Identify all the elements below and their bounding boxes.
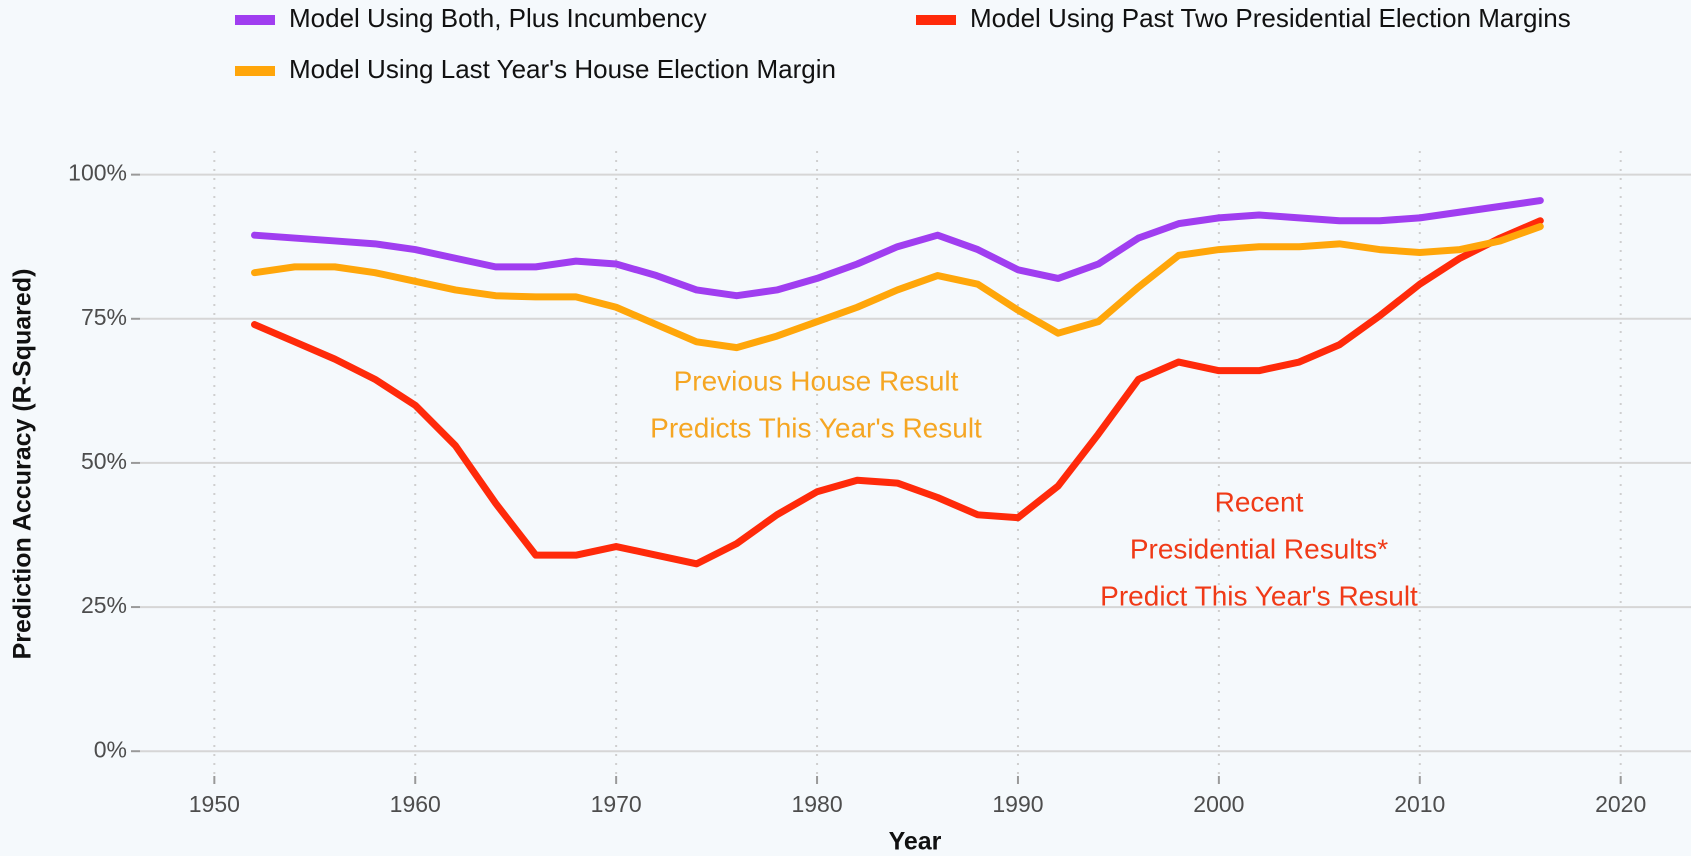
x-tick-label: 1990 bbox=[992, 791, 1043, 817]
annotation: Presidential Results* bbox=[1130, 533, 1388, 564]
x-tick-label: 1970 bbox=[591, 791, 642, 817]
legend-swatch bbox=[235, 15, 275, 25]
x-tick-label: 2010 bbox=[1394, 791, 1445, 817]
y-tick-label: 25% bbox=[81, 592, 127, 618]
legend-swatch bbox=[235, 66, 275, 76]
legend-label: Model Using Past Two Presidential Electi… bbox=[970, 3, 1571, 33]
y-axis-title: Prediction Accuracy (R-Squared) bbox=[9, 269, 37, 660]
legend-label: Model Using Last Year's House Election M… bbox=[289, 54, 836, 84]
y-tick-label: 0% bbox=[94, 736, 127, 762]
x-tick-label: 1960 bbox=[390, 791, 441, 817]
annotation: Predict This Year's Result bbox=[1100, 580, 1418, 611]
x-tick-label: 2000 bbox=[1193, 791, 1244, 817]
x-tick-label: 1980 bbox=[791, 791, 842, 817]
series-line bbox=[251, 197, 1544, 300]
y-tick-label: 75% bbox=[81, 304, 127, 330]
annotation: Previous House Result bbox=[674, 365, 959, 396]
legend-label: Model Using Both, Plus Incumbency bbox=[289, 3, 707, 33]
x-tick-label: 1950 bbox=[189, 791, 240, 817]
y-tick-label: 50% bbox=[81, 448, 127, 474]
series-line bbox=[251, 217, 1544, 568]
x-tick-label: 2020 bbox=[1595, 791, 1646, 817]
annotation: Recent bbox=[1215, 486, 1304, 517]
series-line bbox=[251, 223, 1544, 352]
annotation: Predicts This Year's Result bbox=[650, 412, 982, 443]
x-axis-title: Year bbox=[889, 828, 942, 856]
y-tick-label: 100% bbox=[68, 160, 127, 186]
legend-swatch bbox=[916, 15, 956, 25]
